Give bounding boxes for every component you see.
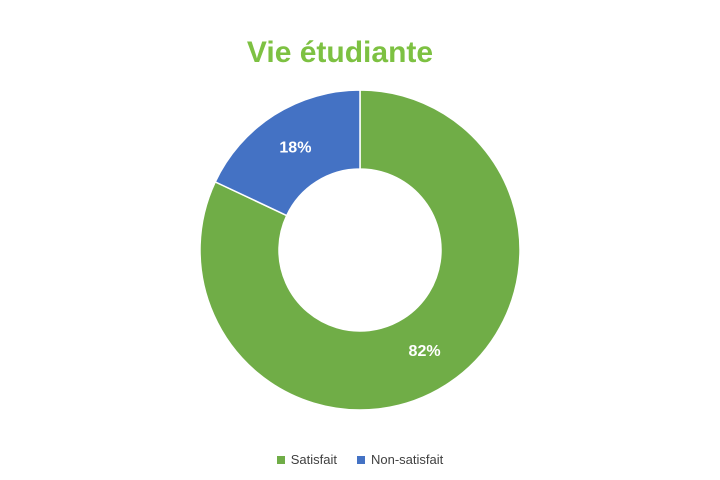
chart-title: Vie étudiante <box>246 36 434 69</box>
legend: Satisfait Non-satisfait <box>0 452 720 467</box>
legend-label-satisfait: Satisfait <box>290 452 337 467</box>
legend-swatch-non-satisfait <box>357 455 365 464</box>
legend-item-non-satisfait: Non-satisfait <box>357 452 443 467</box>
legend-label-non-satisfait: Non-satisfait <box>371 452 444 467</box>
data-label-satisfait: 82% <box>409 343 441 360</box>
data-label-non-satisfait: 18% <box>279 139 311 156</box>
donut-slice-non-satisfait <box>214 89 361 217</box>
legend-item-satisfait: Satisfait <box>276 452 337 467</box>
donut-slice-satisfait <box>199 89 521 411</box>
legend-swatch-satisfait <box>276 455 285 464</box>
